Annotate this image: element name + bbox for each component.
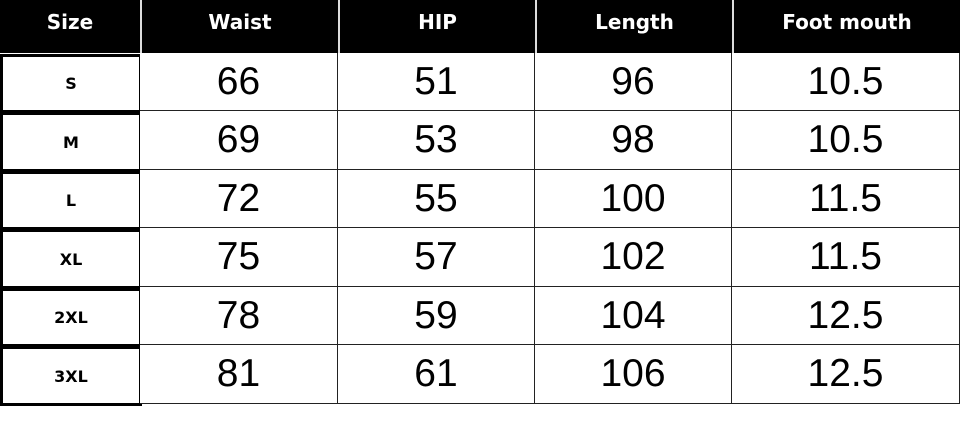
size-label: M [0,112,142,172]
table-cell: 75 [140,228,338,287]
table-cell: 12.5 [732,287,960,345]
column-header: Size [0,0,140,53]
table-cell: 10.5 [732,111,960,170]
size-label: 3XL [0,346,142,406]
size-label: XL [0,229,142,289]
table-cell: 104 [535,287,732,345]
table-cell: 10.5 [732,53,960,111]
table-cell: 78 [140,287,338,345]
table-cell: 59 [338,287,535,345]
table-cell: 11.5 [732,170,960,228]
table-cell: 57 [338,228,535,287]
table-cell: 102 [535,228,732,287]
table-cell: 66 [140,53,338,111]
size-label: 2XL [0,288,142,347]
table-cell: 69 [140,111,338,170]
column-header: HIP [338,0,535,53]
size-chart-table: Size Waist HIP Length Foot mouth S 66 51 96 10.5 M… [0,0,960,406]
table-cell: 51 [338,53,535,111]
table-cell: 12.5 [732,345,960,404]
column-header: Foot mouth [732,0,960,53]
table-cell: 55 [338,170,535,228]
size-label: L [0,171,142,230]
table-cell: 106 [535,345,732,404]
table-cell: 53 [338,111,535,170]
table-cell: 11.5 [732,228,960,287]
table-cell: 96 [535,53,732,111]
table-cell: 61 [338,345,535,404]
table-cell: 98 [535,111,732,170]
column-header: Length [535,0,732,53]
column-header: Waist [140,0,338,53]
table-cell: 81 [140,345,338,404]
table-cell: 72 [140,170,338,228]
size-label: S [0,54,142,113]
table-cell: 100 [535,170,732,228]
